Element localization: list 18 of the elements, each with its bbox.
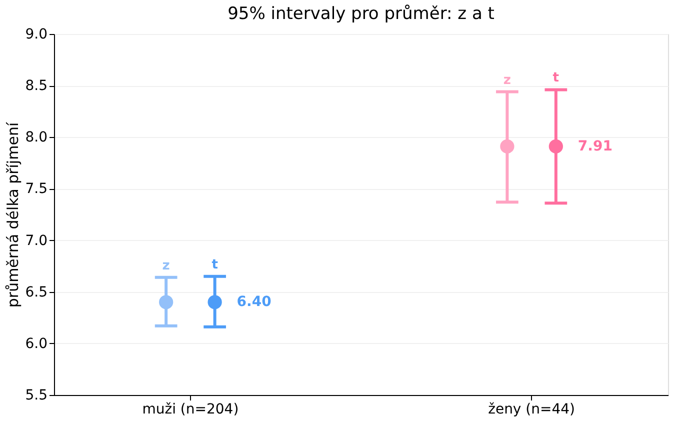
y-tick-label: 7.5	[25, 181, 48, 198]
y-tick-label: 9.0	[25, 26, 48, 42]
chart-title: 95% intervaly pro průměr: z a t	[228, 4, 495, 24]
series-label: z	[162, 258, 170, 274]
x-tick-label: muži (n=204)	[142, 402, 239, 418]
text: t	[552, 70, 560, 86]
y-tick-label: 6.5	[25, 284, 48, 300]
series-label: t	[212, 257, 218, 272]
y-axis-title: průměrná délka příjmení	[4, 122, 22, 308]
data-label: 7.91	[578, 138, 612, 154]
y-tick-label: 5.5	[25, 388, 48, 404]
x-tick-label: ženy (n=44)	[488, 402, 576, 418]
y-tick-label: 7.0	[25, 232, 48, 249]
y-tick-label: 6.0	[25, 336, 48, 352]
data-label: 6.40	[236, 294, 272, 310]
y-tick-label: 8.5	[25, 78, 48, 94]
y-tick-label: 8.0	[25, 130, 48, 146]
text: z	[503, 72, 511, 88]
